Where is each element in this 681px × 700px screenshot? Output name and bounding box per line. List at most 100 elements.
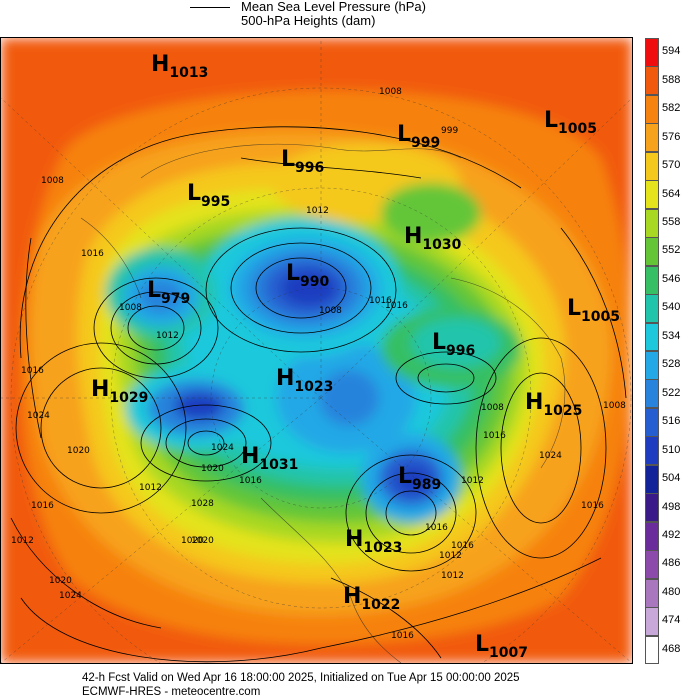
graticule — [1, 38, 632, 663]
system-pressure-value: 1031 — [259, 457, 298, 473]
map-header: Mean Sea Level Pressure (hPa) 500-hPa He… — [0, 0, 681, 36]
system-pressure-value: 990 — [300, 274, 329, 290]
isobar-value-label: 1020 — [67, 446, 90, 456]
isobar-value-label: 1012 — [11, 536, 34, 546]
system-pressure-value: 996 — [446, 343, 475, 359]
coastlines — [80, 143, 566, 663]
colorbar-tick-label: 516 — [662, 415, 681, 428]
isobar-value-label: 1024 — [211, 443, 234, 453]
isobar-value-label: 1020 — [201, 464, 224, 474]
low-pressure-label: L1005 — [567, 296, 620, 325]
isobar-value-label: 1016 — [483, 431, 506, 441]
colorbar-tick-label: 546 — [662, 272, 681, 285]
isobar-value-label: 1016 — [581, 501, 604, 511]
system-pressure-value: 1023 — [363, 540, 402, 556]
colorbar-cell — [645, 322, 659, 352]
colorbar-tick-label: 468 — [662, 642, 681, 655]
colorbar-tick-label: 540 — [662, 301, 681, 314]
system-type-letter: H — [241, 444, 259, 469]
isobar-value-label: 1016 — [369, 296, 392, 306]
isobar-labels: 1008999101210161008100810121016102410201… — [11, 87, 626, 641]
system-type-letter: L — [286, 261, 300, 286]
isobar-value-label: 1012 — [439, 551, 462, 561]
system-pressure-value: 1013 — [169, 65, 208, 81]
isobar-value-label: 1016 — [451, 541, 474, 551]
isobar-value-label: 1012 — [156, 331, 179, 341]
system-pressure-value: 1029 — [109, 390, 148, 406]
high-pressure-label: H1022 — [343, 584, 400, 613]
low-pressure-label: L995 — [187, 181, 230, 210]
system-pressure-value: 989 — [412, 477, 441, 493]
colorbar-tick-label: 528 — [662, 358, 681, 371]
isobar-value-label: 1008 — [41, 176, 64, 186]
isobar-legend-label: Mean Sea Level Pressure (hPa) — [241, 0, 426, 14]
isobar-lines — [10, 126, 627, 663]
system-type-letter: L — [475, 632, 489, 657]
colorbar-tick-label: 510 — [662, 443, 681, 456]
colorbar-cell — [645, 151, 659, 181]
system-type-letter: L — [432, 330, 446, 355]
system-type-letter: L — [147, 278, 161, 303]
system-type-letter: H — [91, 377, 109, 402]
isobar-legend-line — [190, 7, 230, 8]
high-pressure-label: H1029 — [91, 377, 148, 406]
colorbar-cell — [645, 607, 659, 637]
system-type-letter: L — [544, 108, 558, 133]
colorbar-tick-label: 576 — [662, 130, 681, 143]
system-pressure-value: 995 — [201, 194, 230, 210]
colorbar-cell — [645, 123, 659, 153]
colorbar-tick-label: 588 — [662, 73, 681, 86]
colorbar-tick-label: 474 — [662, 614, 681, 627]
system-type-letter: H — [404, 224, 422, 249]
height-legend-label: 500-hPa Heights (dam) — [241, 13, 376, 28]
isobar-value-label: 1024 — [539, 451, 562, 461]
colorbar-cell — [645, 578, 659, 608]
isobar-value-label: 1008 — [481, 403, 504, 413]
system-type-letter: H — [151, 52, 169, 77]
system-pressure-value: 1007 — [489, 645, 528, 661]
colorbar-cell — [645, 265, 659, 295]
system-pressure-value: 1005 — [581, 309, 620, 325]
isobar-value-label: 1016 — [239, 476, 262, 486]
isobar-value-label: 1008 — [379, 87, 402, 97]
colorbar-cell — [645, 521, 659, 551]
isobar-value-label: 1008 — [603, 401, 626, 411]
colorbar-tick-label: 558 — [662, 215, 681, 228]
isobar-value-label: 1020 — [49, 576, 72, 586]
isobar-value-label: 1008 — [319, 306, 342, 316]
system-type-letter: H — [343, 584, 361, 609]
valid-time-text: 42-h Fcst Valid on Wed Apr 16 18:00:00 2… — [82, 672, 520, 684]
isobar-value-label: 1012 — [441, 571, 464, 581]
system-type-letter: L — [397, 122, 411, 147]
high-pressure-label: H1023 — [345, 527, 402, 556]
colorbar-labels: 594 588 582 576 570 564 558 552 546 540 534 528 522 5… — [662, 38, 681, 664]
system-pressure-value: 1022 — [361, 597, 400, 613]
system-type-letter: H — [345, 527, 363, 552]
isobar-value-label: 1020 — [181, 536, 204, 546]
colorbar-cell — [645, 493, 659, 523]
system-pressure-value: 1005 — [558, 121, 597, 137]
isobar-value-label: 1016 — [31, 501, 54, 511]
isobar-value-label: 1024 — [59, 591, 82, 601]
colorbar-tick-label: 492 — [662, 528, 681, 541]
height-field-fill — [1, 38, 632, 663]
system-pressure-value: 996 — [295, 160, 324, 176]
colorbar-cell — [645, 436, 659, 466]
isobar-value-label: 999 — [441, 126, 458, 136]
isobar-value-label: 1016 — [391, 631, 414, 641]
low-pressure-label: L996 — [432, 330, 475, 359]
isobar-value-label: 1012 — [306, 206, 329, 216]
weather-map: 1008 999 1012 1016 1008 1008 1012 1016 1024 1020 1… — [0, 37, 633, 664]
low-pressure-label: L979 — [147, 278, 190, 307]
map-footer: 42-h Fcst Valid on Wed Apr 16 18:00:00 2… — [0, 670, 681, 700]
high-pressure-label: H1013 — [151, 52, 208, 81]
isobar-value-label: 1024 — [27, 411, 50, 421]
isobar-value-label: 1012 — [461, 476, 484, 486]
colorbar-tick-label: 480 — [662, 585, 681, 598]
colorbar-tick-label: 534 — [662, 329, 681, 342]
colorbar-tick-label: 498 — [662, 500, 681, 513]
colorbar-tick-label: 582 — [662, 102, 681, 115]
isobar-value-label: 1016 — [81, 249, 104, 259]
system-type-letter: H — [276, 366, 294, 391]
source-text: ECMWF-HRES - meteocentre.com — [82, 686, 261, 698]
